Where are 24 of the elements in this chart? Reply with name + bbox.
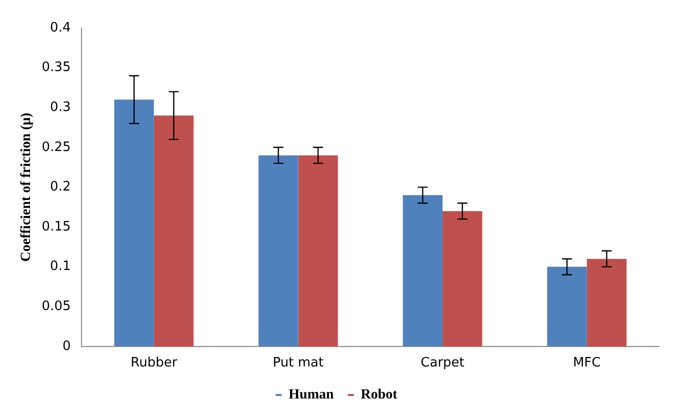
bar	[298, 155, 338, 346]
legend-label: Robot	[360, 388, 398, 403]
x-tick-label: Carpet	[420, 356, 464, 371]
bar	[114, 100, 154, 346]
y-tick-label: 0.3	[50, 100, 71, 115]
y-tick-label: 0.15	[42, 219, 71, 234]
y-tick-label: 0.4	[50, 20, 71, 36]
y-tick-label: 0.05	[42, 298, 71, 314]
y-tick-label: 0.2	[50, 180, 71, 195]
x-tick-label: Put mat	[272, 356, 324, 371]
bar	[154, 116, 194, 346]
y-tick-label: 0	[62, 338, 71, 354]
legend-label: Human	[288, 388, 334, 403]
y-axis-title: Coefficient of friction (μ)	[19, 112, 34, 262]
x-tick-label: MFC	[572, 356, 601, 371]
y-tick-label: 0.1	[50, 259, 71, 274]
x-tick-label: Rubber	[130, 356, 178, 371]
y-tick-label: 0.35	[42, 60, 71, 76]
bar	[442, 211, 482, 346]
bar	[258, 155, 298, 346]
bar	[402, 195, 443, 346]
bar	[547, 266, 587, 346]
y-tick-label: 0.25	[42, 140, 71, 155]
bar	[586, 258, 627, 346]
